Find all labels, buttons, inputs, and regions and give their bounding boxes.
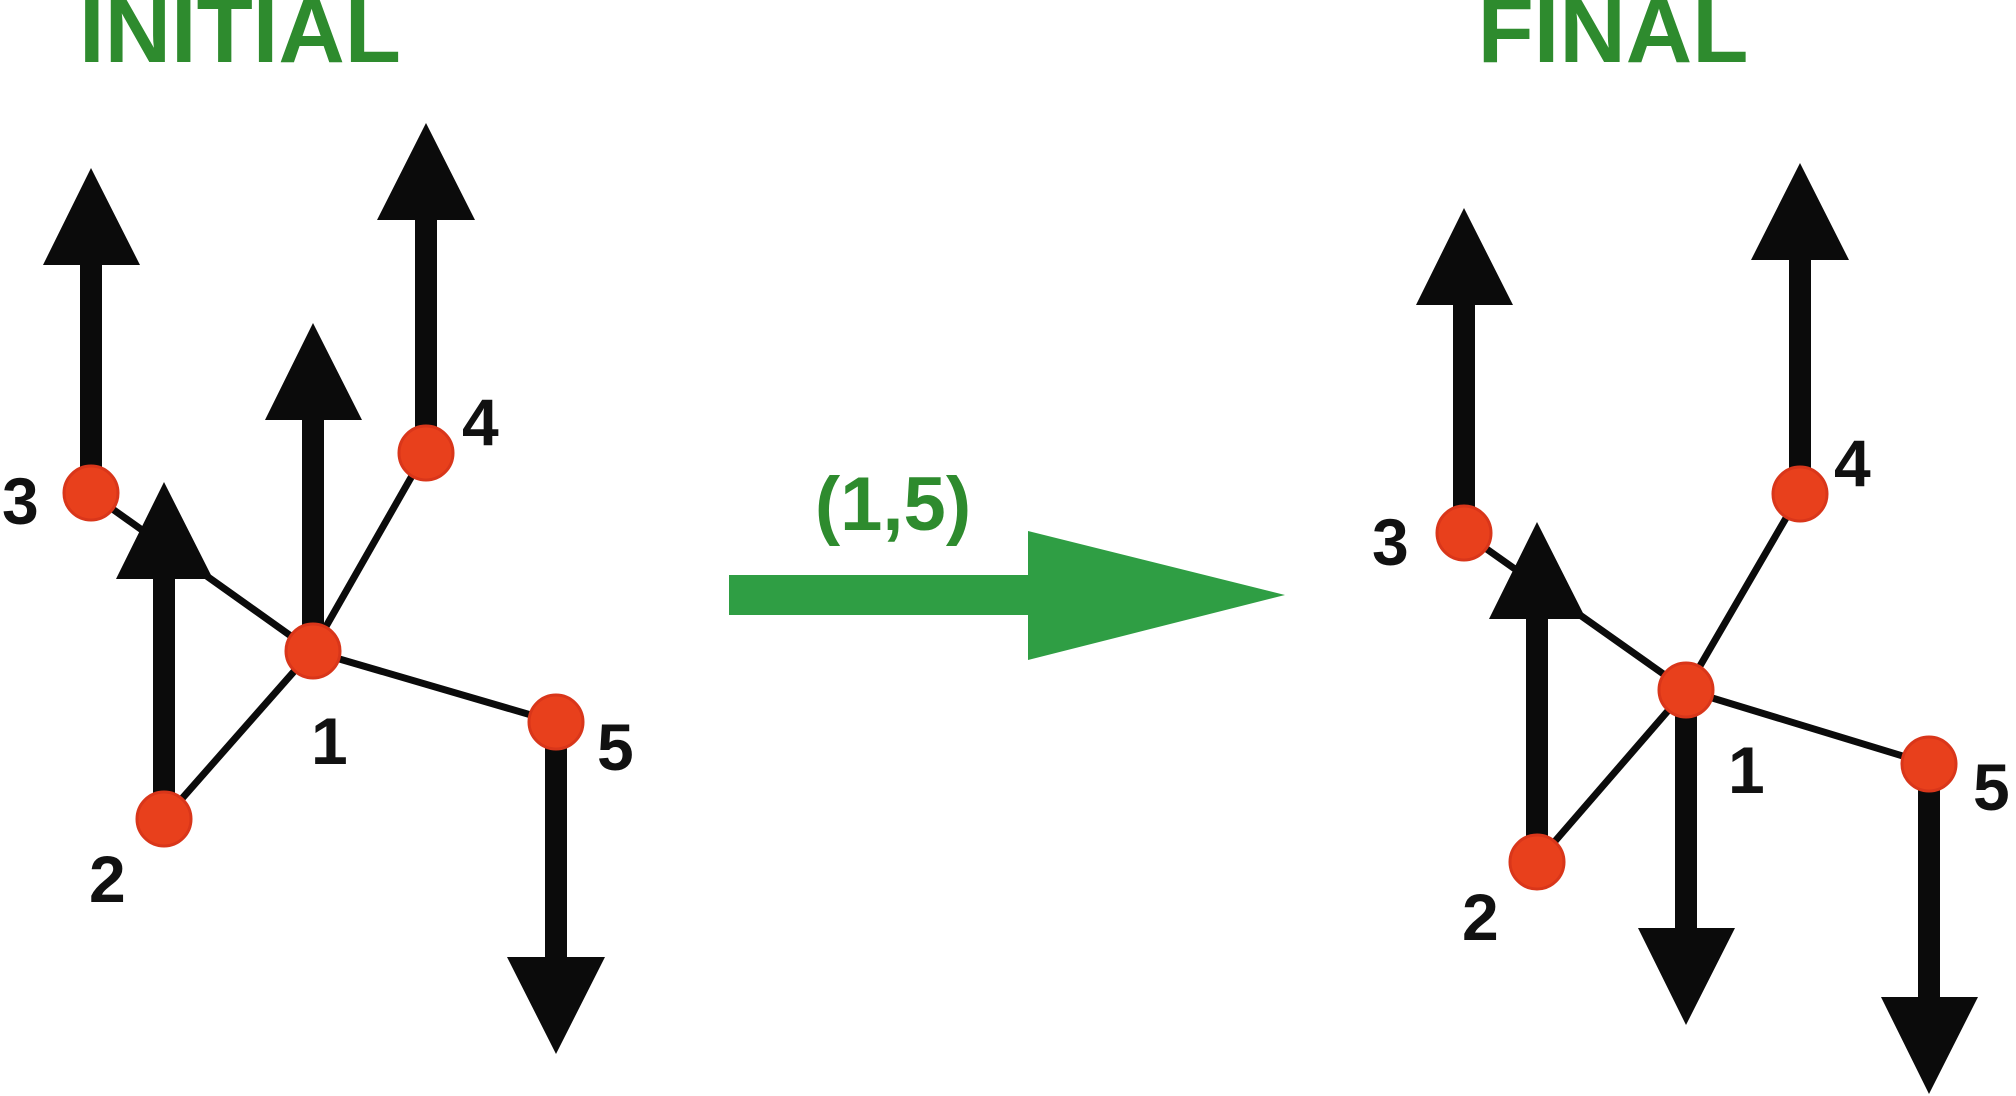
node-label-2: 2 (1462, 880, 1499, 954)
spin-arrow-node-1-up (265, 323, 362, 651)
edge-1-5 (1684, 686, 1931, 768)
node-label-4: 4 (462, 385, 499, 459)
node-5 (1900, 735, 1958, 793)
node-2 (1508, 833, 1566, 891)
spin-arrow-node-3-up (1416, 208, 1513, 533)
final-node-labels: 3 4 1 2 5 (1372, 426, 2010, 954)
transition-arrow (729, 531, 1285, 660)
spin-arrow-node-2-up (1489, 522, 1586, 862)
spin-arrow-node-3-up (43, 168, 140, 493)
transition-label: (1,5) (815, 462, 971, 547)
node-4 (1771, 465, 1829, 523)
node-label-1: 1 (1728, 733, 1765, 807)
edge-1-5 (311, 647, 556, 726)
spin-arrow-node-5-down (507, 722, 605, 1054)
final-title: FINAL (1478, 0, 1749, 82)
node-label-3: 3 (2, 464, 39, 538)
initial-nodes (62, 424, 585, 848)
initial-title: INITIAL (79, 0, 401, 82)
spin-arrow-node-4-up (1751, 163, 1849, 494)
node-4 (397, 424, 455, 482)
node-label-3: 3 (1372, 505, 1409, 579)
node-label-5: 5 (1973, 750, 2010, 824)
edge-1-4 (308, 451, 429, 653)
transition: (1,5) (729, 462, 1285, 660)
node-label-2: 2 (89, 842, 126, 916)
node-2 (135, 790, 193, 848)
spin-arrow-node-2-up (116, 482, 213, 819)
node-label-4: 4 (1834, 426, 1871, 500)
final-nodes (1435, 465, 1958, 891)
node-label-1: 1 (311, 704, 348, 778)
final-spins (1416, 163, 1978, 1094)
spin-arrow-node-4-up (377, 123, 475, 453)
node-5 (527, 693, 585, 751)
node-3 (1435, 504, 1493, 562)
node-label-5: 5 (597, 710, 634, 784)
spin-arrow-node-1-down (1638, 690, 1735, 1025)
edge-1-2 (161, 648, 315, 822)
initial-spins (43, 123, 605, 1054)
initial-node-labels: 3 4 1 2 5 (2, 385, 634, 916)
edge-1-2 (1534, 687, 1689, 865)
node-3 (62, 464, 120, 522)
initial-panel: INITIAL 3 4 1 2 (2, 0, 634, 1054)
node-1 (1657, 661, 1715, 719)
final-panel: FINAL 3 4 1 2 (1372, 0, 2010, 1094)
spin-arrow-node-5-down (1881, 764, 1978, 1094)
edge-1-4 (1682, 492, 1804, 692)
node-1 (284, 622, 342, 680)
